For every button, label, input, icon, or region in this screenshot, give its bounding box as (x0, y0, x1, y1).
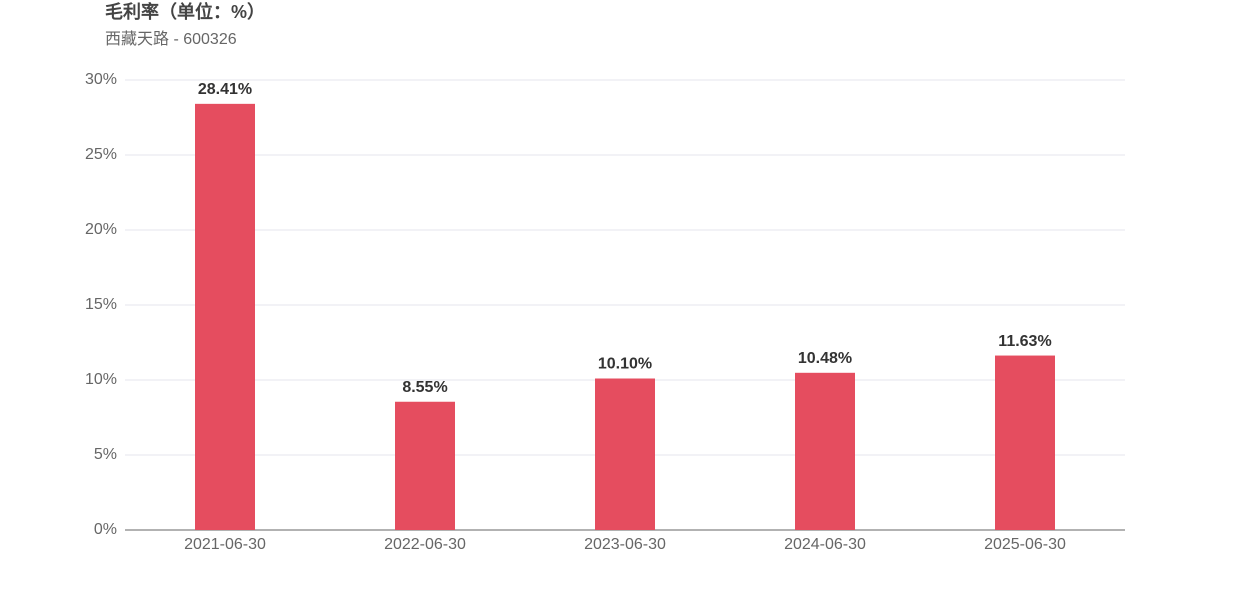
chart-subtitle: 西藏天路 - 600326 (105, 30, 237, 48)
bar (395, 401, 455, 530)
value-label: 28.41% (198, 81, 252, 98)
y-tick-label: 15% (85, 296, 117, 313)
bar (995, 355, 1055, 530)
y-tick-label: 5% (94, 446, 117, 463)
y-tick-label: 0% (94, 521, 117, 538)
bar (795, 372, 855, 530)
y-tick-label: 25% (85, 146, 117, 163)
bar (595, 378, 655, 530)
bar (195, 103, 255, 530)
y-tick-label: 10% (85, 371, 117, 388)
x-tick-label: 2023-06-30 (584, 536, 666, 553)
y-tick-label: 30% (85, 71, 117, 88)
x-tick-label: 2021-06-30 (184, 536, 266, 553)
value-label: 8.55% (402, 379, 447, 396)
value-label: 11.63% (998, 333, 1051, 350)
value-label: 10.48% (798, 350, 852, 367)
x-tick-label: 2024-06-30 (784, 536, 866, 553)
x-tick-label: 2025-06-30 (984, 536, 1066, 553)
value-label: 10.10% (598, 356, 652, 373)
chart-title: 毛利率（单位：%） (105, 1, 265, 22)
y-tick-label: 20% (85, 221, 117, 238)
x-tick-label: 2022-06-30 (384, 536, 466, 553)
